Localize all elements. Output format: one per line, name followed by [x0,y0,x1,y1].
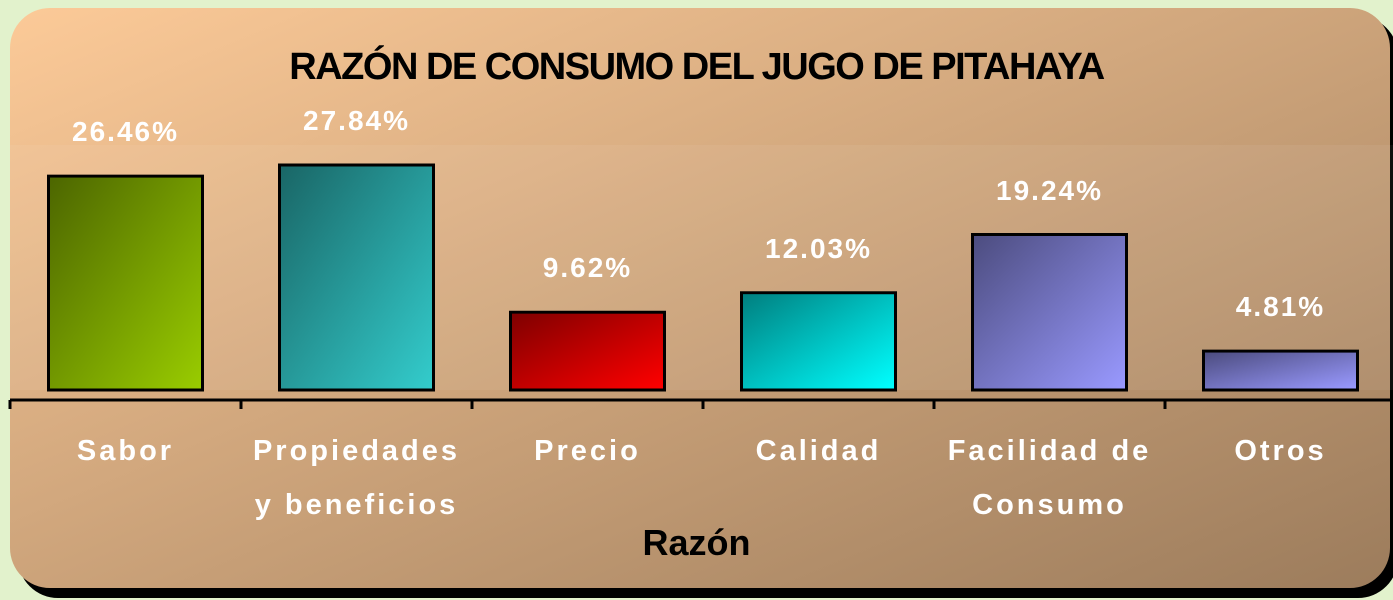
x-tick-label: Sabor [76,435,175,467]
plot-area [10,145,1393,390]
bar-shade [974,236,1125,389]
chart-title: RAZÓN DE CONSUMO DEL JUGO DE PITAHAYA [289,46,1105,88]
x-tick-label: Propiedades y beneficios [252,435,461,521]
bar-shade [1205,352,1356,389]
x-tick-label: Precio [534,435,641,467]
value-label: 27.84% [303,105,410,136]
bar-shade [743,294,894,389]
x-tick-label: Facilidad de Consumo [947,435,1152,521]
value-label: 19.24% [996,174,1103,206]
value-label: 26.46% [72,116,179,148]
value-label: 9.62% [542,252,633,284]
bar-shade [50,177,201,389]
value-label: 4.81% [1235,291,1326,323]
value-label: 12.03% [765,232,872,264]
x-axis-label: Razón [642,522,751,563]
panel [10,8,1390,588]
bar-shade [281,166,432,389]
x-tick-label: Otros [1234,435,1327,467]
x-tick-label: Calidad [755,435,882,467]
bar-shade [512,313,663,389]
